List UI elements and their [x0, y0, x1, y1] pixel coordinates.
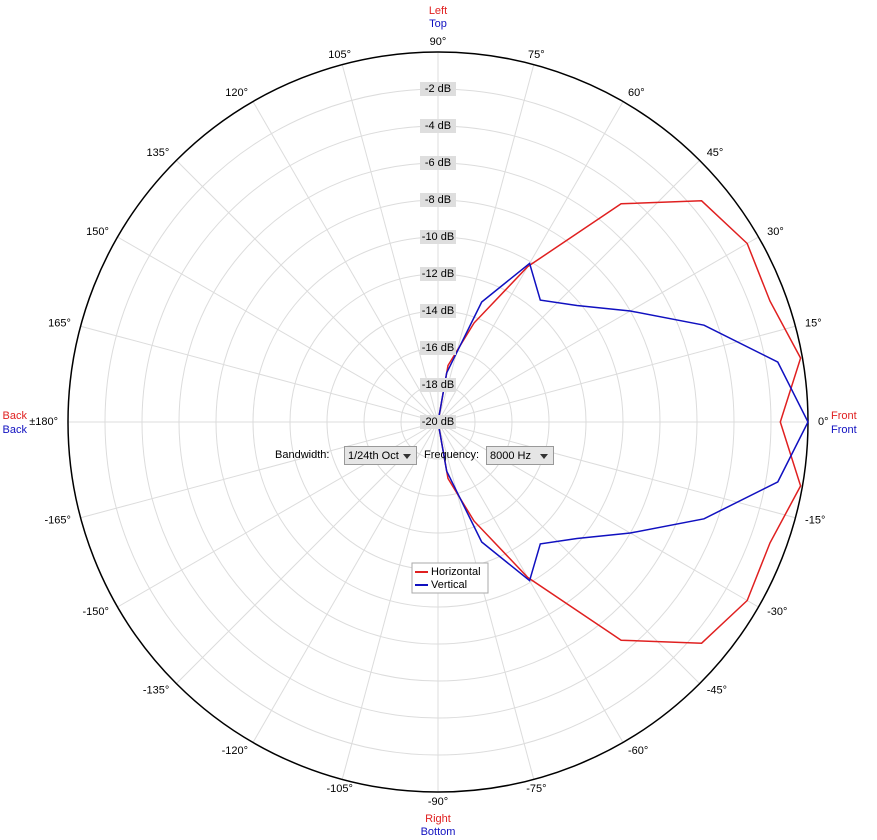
r-tick-label: -2 dB	[425, 83, 451, 95]
theta-tick-label: 45°	[707, 147, 724, 159]
theta-tick-label: 150°	[86, 226, 109, 238]
r-tick-label: -4 dB	[425, 120, 451, 132]
legend-label: Horizontal	[431, 566, 481, 578]
theta-tick-label: -150°	[82, 606, 108, 618]
direction-label: Bottom	[421, 826, 456, 838]
frequency-select[interactable]: 8000 Hz	[486, 446, 554, 465]
legend-box	[411, 562, 489, 594]
r-label-bg	[420, 341, 456, 355]
theta-tick-label: 135°	[147, 147, 170, 159]
direction-label: Front	[831, 410, 857, 422]
legend-label: Vertical	[431, 579, 467, 591]
direction-label: Back	[3, 410, 28, 422]
r-tick-label: -10 dB	[422, 231, 454, 243]
direction-label: Top	[429, 18, 447, 30]
bandwidth-label: Bandwidth:	[275, 449, 330, 461]
theta-tick-label: ±180°	[29, 416, 58, 428]
r-tick-label: -14 dB	[422, 305, 454, 317]
r-label-bg	[420, 82, 456, 96]
r-tick-label: -20 dB	[422, 416, 454, 428]
direction-label: Front	[831, 424, 857, 436]
r-label-bg	[420, 193, 456, 207]
theta-tick-label: 105°	[328, 49, 351, 61]
r-label-bg	[420, 230, 456, 244]
r-tick-label: -8 dB	[425, 194, 451, 206]
r-tick-label: -12 dB	[422, 268, 454, 280]
r-tick-label: -16 dB	[422, 342, 454, 354]
theta-tick-label: -30°	[767, 606, 787, 618]
theta-tick-label: 90°	[430, 36, 447, 48]
theta-tick-label: -45°	[707, 685, 727, 697]
theta-tick-label: -120°	[222, 745, 248, 757]
r-label-bg	[420, 267, 456, 281]
theta-tick-label: 75°	[528, 49, 545, 61]
theta-tick-label: -135°	[143, 685, 169, 697]
direction-label: Left	[429, 5, 447, 17]
theta-tick-label: -60°	[628, 745, 648, 757]
series-line	[437, 200, 802, 644]
r-label-bg	[420, 119, 456, 133]
r-label-bg	[420, 378, 456, 392]
theta-tick-label: 30°	[767, 226, 784, 238]
theta-tick-label: -90°	[428, 796, 448, 808]
r-label-bg	[420, 156, 456, 170]
theta-tick-label: 165°	[48, 318, 71, 330]
series-line	[437, 262, 809, 582]
theta-tick-label: -105°	[326, 783, 352, 795]
r-tick-label: -18 dB	[422, 379, 454, 391]
theta-tick-label: -75°	[526, 783, 546, 795]
theta-tick-label: -165°	[45, 514, 71, 526]
bandwidth-select[interactable]: 1/24th Oct	[344, 446, 417, 465]
direction-label: Back	[3, 424, 28, 436]
theta-tick-label: 0°	[818, 416, 829, 428]
r-label-bg	[420, 304, 456, 318]
frequency-label: Frequency:	[424, 449, 480, 461]
r-label-bg	[420, 415, 456, 429]
theta-tick-label: -15°	[805, 514, 825, 526]
r-tick-label: -6 dB	[425, 157, 451, 169]
theta-tick-label: 60°	[628, 87, 645, 99]
theta-tick-label: 15°	[805, 318, 822, 330]
direction-label: Right	[425, 813, 451, 825]
theta-tick-label: 120°	[225, 87, 248, 99]
